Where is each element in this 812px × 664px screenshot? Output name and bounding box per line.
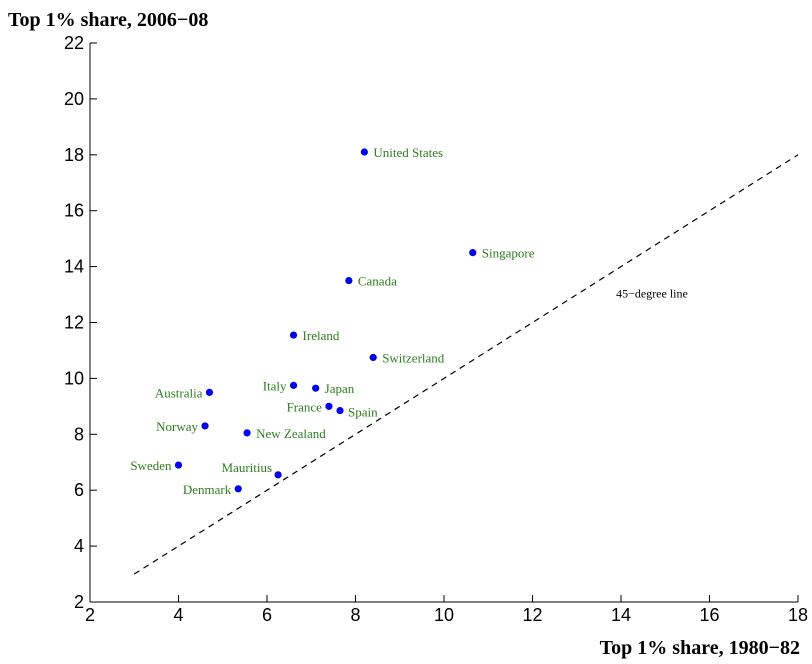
data-point	[325, 402, 333, 410]
data-point-label: Singapore	[482, 246, 535, 261]
data-point-label: Sweden	[130, 458, 172, 473]
data-point-label: Denmark	[183, 482, 232, 497]
data-point-label: Canada	[358, 274, 397, 289]
x-tick-label: 18	[788, 605, 808, 625]
data-point-label: France	[287, 399, 323, 414]
data-point	[201, 422, 209, 430]
x-tick-label: 10	[434, 605, 454, 625]
axes: 2 4 6 8 10 12 14 16 18 2 4 6 8 10 12 14 16 18 20 22	[64, 33, 808, 625]
data-points: United States Singapore Canada Ireland Switz…	[130, 145, 534, 497]
data-point	[369, 353, 377, 362]
y-axis-title: Top 1% share, 2006−08	[8, 9, 208, 31]
data-point	[234, 485, 242, 493]
data-point	[205, 388, 214, 396]
data-point	[243, 429, 251, 437]
y-tick-label: 8	[74, 424, 84, 444]
x-tick-label: 8	[350, 605, 360, 625]
x-tick-label: 4	[173, 605, 183, 625]
reference-line-label: 45−degree line	[616, 286, 688, 300]
y-tick-label: 16	[64, 201, 84, 221]
data-point-label: Ireland	[303, 328, 340, 343]
reference-line-group: 45−degree line	[133, 154, 799, 575]
data-point	[312, 384, 320, 392]
y-tick-label: 12	[64, 313, 84, 333]
data-point	[174, 461, 183, 469]
data-point	[336, 406, 344, 415]
data-point	[289, 331, 298, 339]
data-point	[360, 148, 368, 156]
reference-line	[133, 154, 799, 575]
x-axis-title: Top 1% share, 1980−82	[600, 637, 800, 659]
data-point-label: Norway	[156, 419, 198, 434]
data-point-label: Italy	[263, 378, 287, 393]
x-tick-label: 2	[85, 605, 95, 625]
x-tick-label: 16	[699, 605, 719, 625]
data-point	[289, 381, 298, 389]
data-point	[274, 471, 282, 479]
x-tick-label: 6	[262, 605, 272, 625]
y-tick-label: 6	[74, 480, 84, 500]
data-point	[469, 249, 477, 257]
x-tick-label: 14	[611, 605, 631, 625]
y-tick-label: 2	[74, 592, 84, 612]
data-point-label: Switzerland	[382, 350, 445, 365]
x-tick-label: 12	[522, 605, 542, 625]
y-tick-label: 22	[64, 33, 84, 53]
y-tick-label: 18	[64, 145, 84, 165]
data-point-label: Spain	[348, 405, 378, 420]
data-point	[345, 276, 353, 285]
y-tick-label: 10	[64, 368, 84, 388]
data-point-label: Mauritius	[222, 460, 273, 475]
data-point-label: United States	[373, 145, 443, 160]
data-point-label: Japan	[325, 381, 355, 396]
data-point-label: New Zealand	[256, 426, 326, 441]
y-tick-label: 14	[64, 257, 84, 277]
data-point-label: Australia	[155, 385, 203, 400]
y-tick-label: 20	[64, 89, 84, 109]
y-tick-label: 4	[74, 536, 84, 556]
